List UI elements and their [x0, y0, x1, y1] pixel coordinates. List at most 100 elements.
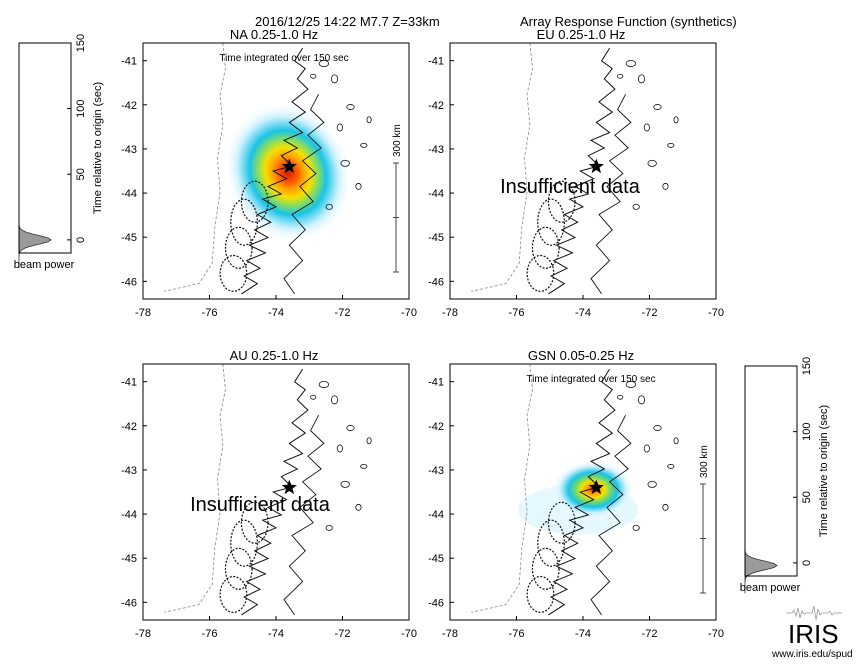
- map-panel-eu: -78 -76 -74 -72 -70 -41 -42 -43 -44 -45 -46 EU 0.25…: [428, 27, 724, 319]
- beam-tick-label: 50: [75, 168, 87, 180]
- island: [637, 74, 646, 84]
- x-tick-label: -72: [642, 307, 658, 319]
- coastline-inner: [590, 414, 632, 616]
- island: [330, 395, 339, 405]
- beam-ylabel: Time relative to origin (sec): [92, 82, 104, 214]
- archipelago: [547, 180, 576, 223]
- y-tick-label: -44: [121, 188, 137, 200]
- beam-tick-label: 150: [801, 357, 813, 375]
- x-tick-label: -74: [268, 307, 284, 319]
- archipelago: [240, 501, 269, 544]
- island: [647, 480, 657, 488]
- island: [632, 524, 640, 531]
- map-content: [164, 43, 372, 295]
- map-content: [471, 364, 679, 616]
- beam-tick-label: 50: [801, 491, 813, 503]
- island: [632, 203, 640, 210]
- coastline-inner: [590, 93, 632, 295]
- country-border: [471, 43, 533, 292]
- island: [625, 60, 637, 67]
- island: [325, 203, 333, 210]
- x-tick-label: -74: [575, 307, 591, 319]
- y-tick-label: -46: [121, 597, 137, 609]
- island: [653, 104, 662, 110]
- island: [662, 182, 669, 190]
- scale-bar: 300 km: [392, 124, 403, 273]
- y-tick-label: -43: [121, 465, 137, 477]
- island: [336, 444, 343, 453]
- y-tick-label: -41: [121, 56, 137, 68]
- scale-bar-label: 300 km: [392, 124, 403, 157]
- y-tick-label: -45: [428, 232, 444, 244]
- island: [360, 142, 368, 148]
- island: [355, 182, 362, 190]
- island: [625, 381, 637, 388]
- x-tick-label: -74: [268, 628, 284, 640]
- y-tick-label: -46: [428, 597, 444, 609]
- beam-na-plot: 0 50 100 150 Time relative to origin (sec) be…: [14, 34, 104, 271]
- panel-label: NA 0.25-1.0 Hz: [230, 27, 318, 42]
- island: [643, 444, 650, 453]
- island: [318, 381, 330, 388]
- island: [667, 463, 675, 469]
- island: [360, 463, 368, 469]
- island: [346, 425, 355, 431]
- logo-text: IRIS: [788, 619, 839, 649]
- iris-logo: IRIS www.iris.edu/spud: [771, 605, 853, 660]
- island: [673, 437, 679, 445]
- y-tick-label: -44: [428, 509, 444, 521]
- archipelago: [526, 254, 555, 292]
- island: [643, 123, 650, 132]
- island: [336, 123, 343, 132]
- country-border: [164, 364, 226, 613]
- island: [366, 437, 372, 445]
- event-info: 2016/12/25 14:22 M7.7 Z=33km: [255, 14, 440, 29]
- island: [617, 73, 624, 79]
- insufficient-data-message: Insufficient data: [500, 176, 641, 198]
- island: [310, 394, 317, 400]
- island: [310, 73, 317, 79]
- epicenter-star-icon: [588, 479, 604, 495]
- island: [325, 524, 333, 531]
- archipelago: [230, 198, 258, 246]
- archipelago: [531, 547, 560, 590]
- beam-tick-label: 100: [75, 99, 87, 117]
- archipelago: [219, 254, 248, 292]
- panel-label: GSN 0.05-0.25 Hz: [528, 348, 634, 363]
- archipelago: [531, 226, 560, 269]
- archipelago: [547, 501, 576, 544]
- archipelago: [224, 547, 253, 590]
- panel-label: EU 0.25-1.0 Hz: [537, 27, 626, 42]
- island: [637, 395, 646, 405]
- beam-xlabel: beam power: [740, 582, 801, 594]
- island: [647, 159, 657, 167]
- map-panel-na: -78 -76 -74 -72 -70 -41 -42 -43 -44 -45 -46 NA 0.25…: [121, 27, 417, 319]
- x-tick-label: -70: [708, 628, 724, 640]
- archipelago: [219, 575, 248, 613]
- island: [366, 116, 372, 124]
- map-panel-gsn: -78 -76 -74 -72 -70 -41 -42 -43 -44 -45 -46 GSN 0.0…: [428, 348, 724, 640]
- island: [340, 159, 350, 167]
- x-tick-label: -78: [442, 307, 458, 319]
- y-tick-label: -42: [121, 421, 137, 433]
- figure-header: 2016/12/25 14:22 M7.7 Z=33km Array Respo…: [255, 14, 737, 29]
- archipelago: [240, 180, 269, 223]
- beam-gsn-plot: 0 50 100 150 Time relative to origin (sec) be…: [740, 357, 830, 594]
- y-tick-label: -43: [121, 144, 137, 156]
- x-tick-label: -74: [575, 628, 591, 640]
- y-tick-label: -46: [121, 276, 137, 288]
- island: [673, 116, 679, 124]
- beam-tick-label: 0: [75, 237, 87, 243]
- y-tick-label: -43: [428, 465, 444, 477]
- x-tick-label: -78: [442, 628, 458, 640]
- scale-bar-label: 300 km: [699, 445, 710, 478]
- coastline: [548, 47, 616, 295]
- country-border: [164, 43, 226, 292]
- y-tick-label: -42: [121, 100, 137, 112]
- epicenter-star-icon: [588, 158, 604, 174]
- y-tick-label: -41: [428, 377, 444, 389]
- y-tick-label: -42: [428, 421, 444, 433]
- y-tick-label: -45: [428, 553, 444, 565]
- archipelago: [537, 198, 565, 246]
